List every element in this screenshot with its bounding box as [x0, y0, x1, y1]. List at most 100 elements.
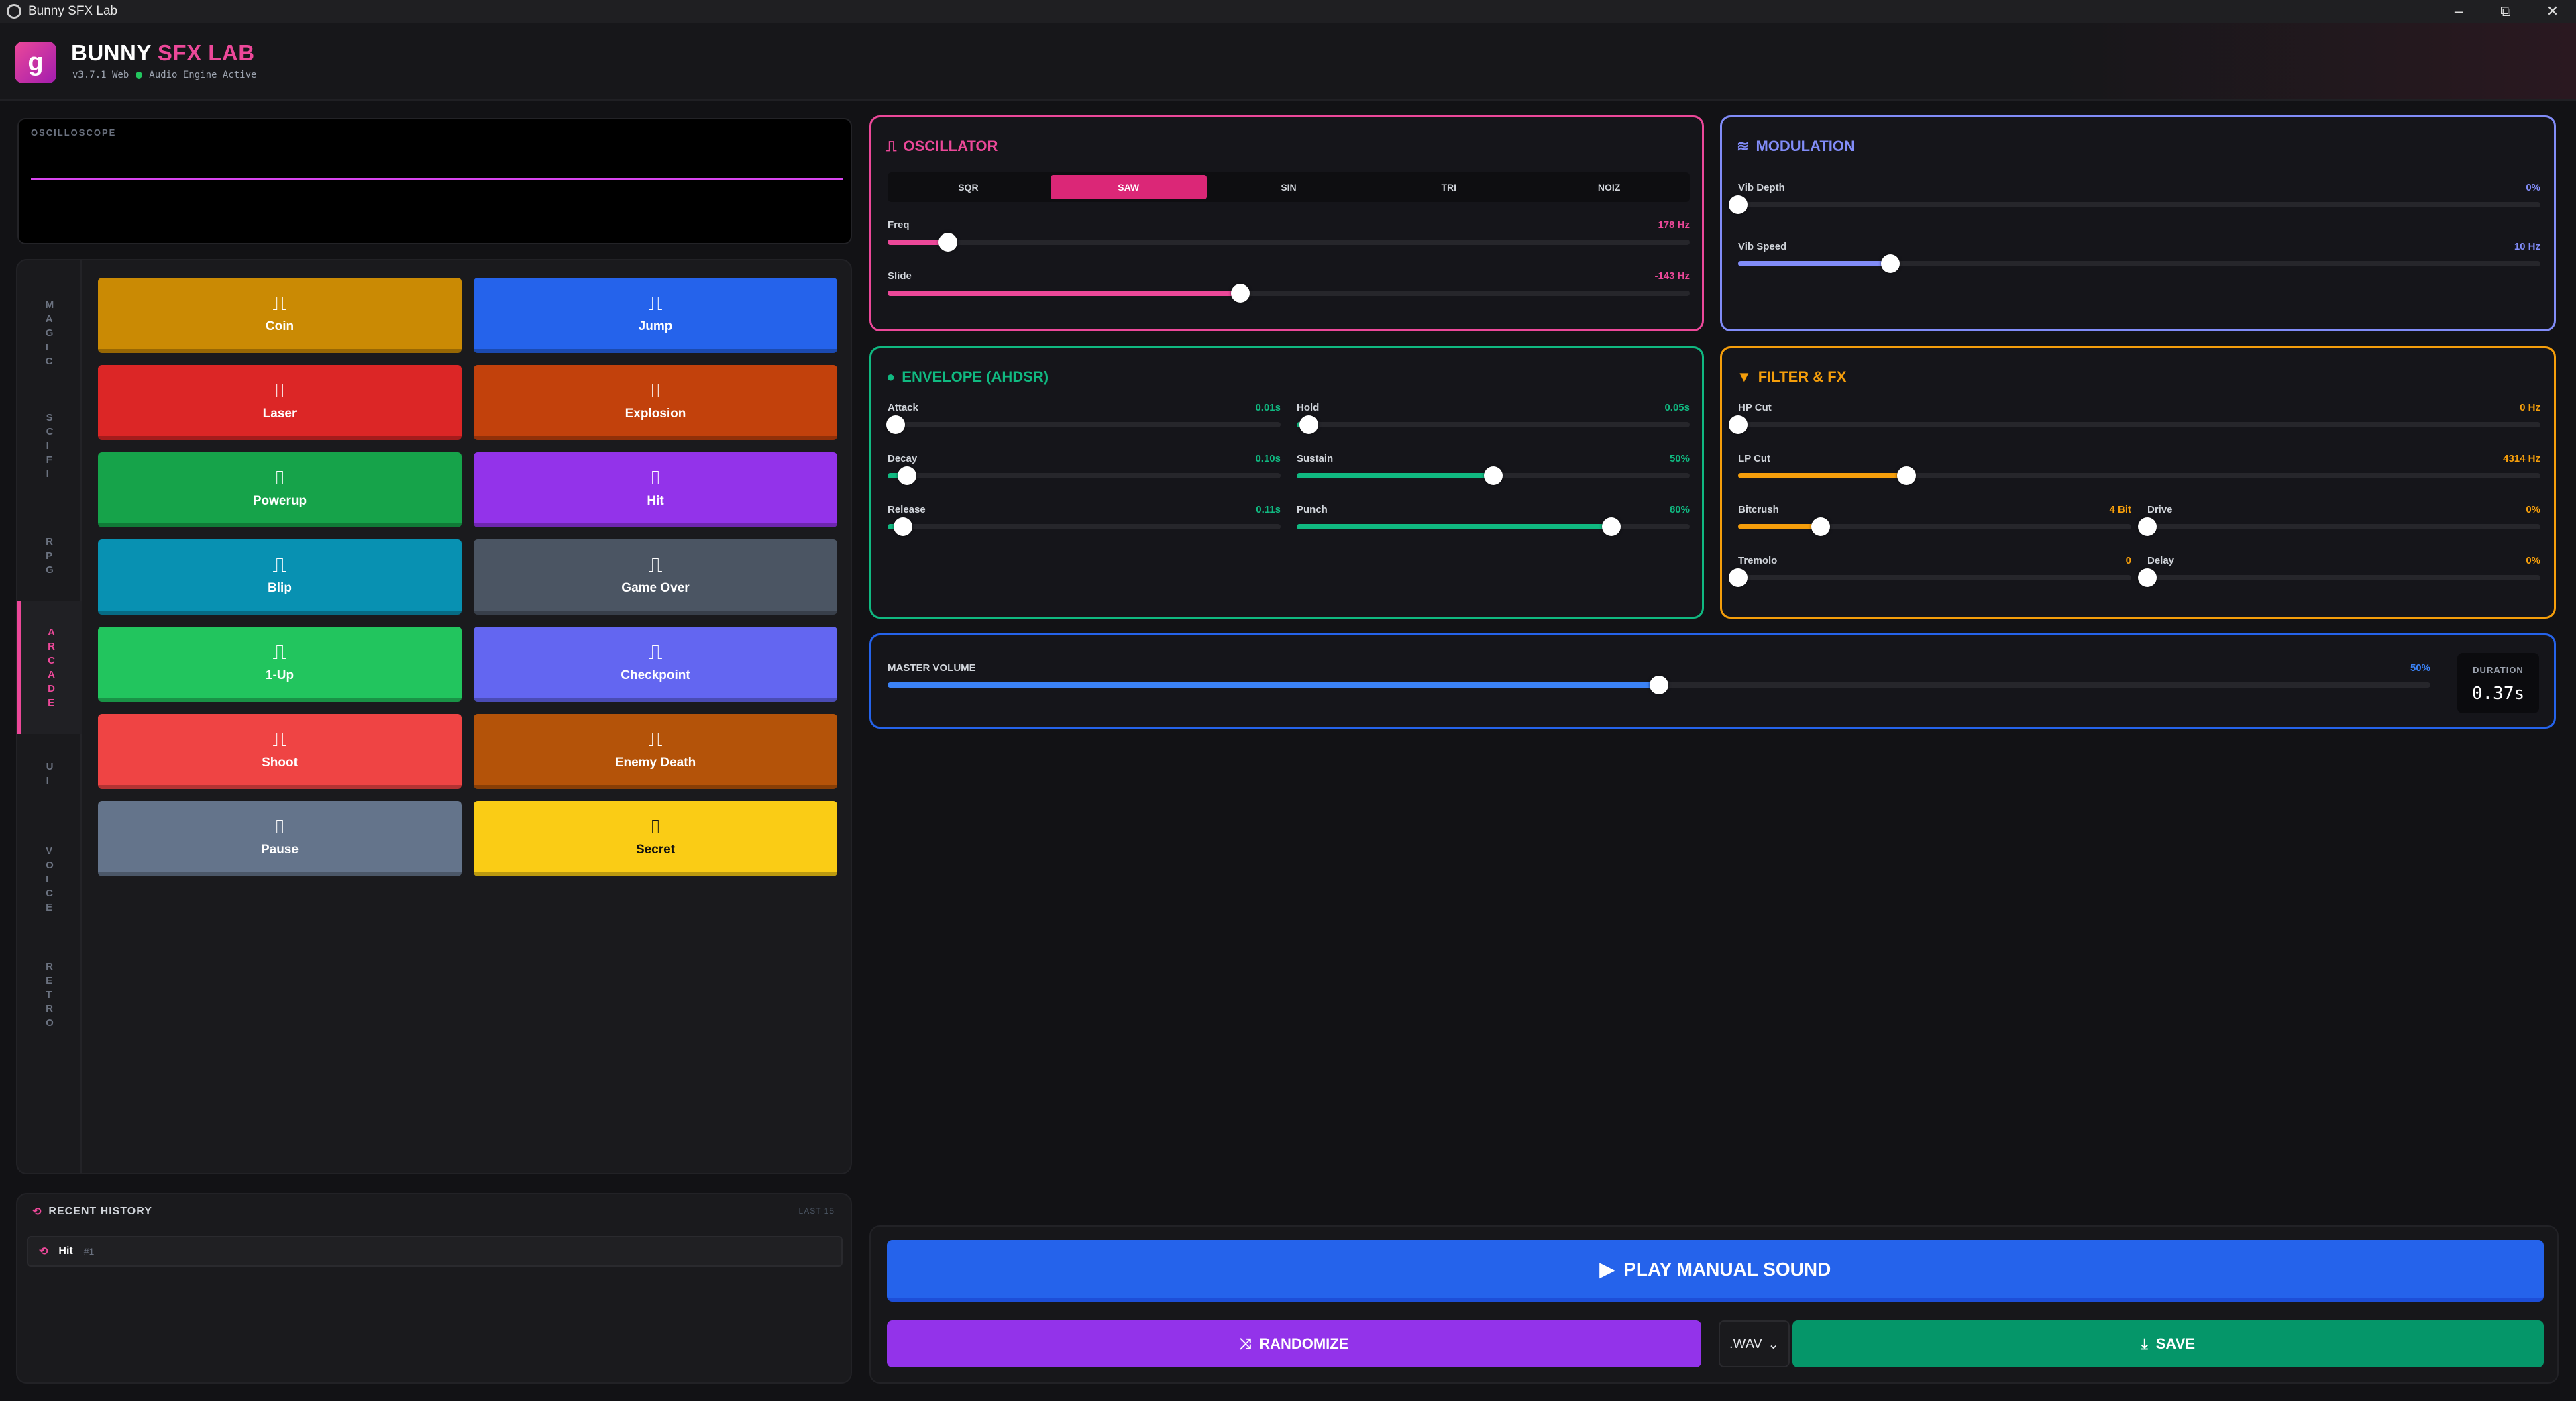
slider-knob[interactable]	[1729, 568, 1748, 587]
preset-label: Enemy Death	[614, 756, 696, 770]
preset-label: Game Over	[621, 581, 690, 595]
slider-knob[interactable]	[1484, 466, 1503, 485]
waveform-option-saw[interactable]: SAW	[1050, 175, 1207, 199]
preset-button-shoot[interactable]: ⎍ Shoot	[98, 714, 462, 789]
slider-track[interactable]	[1297, 415, 1690, 434]
brand-main: BUNNY	[71, 40, 152, 65]
slider-track[interactable]	[1729, 415, 2540, 434]
slider-knob[interactable]	[938, 233, 957, 252]
slider-value: -143 Hz	[1654, 270, 1690, 282]
category-tab-voice[interactable]: V O I C E	[46, 845, 54, 913]
category-rail: M A G I C S C I F I R P G A R C A D E U I V O…	[17, 260, 82, 1173]
format-select[interactable]: .WAV ⌄	[1719, 1320, 1790, 1367]
slider-knob[interactable]	[894, 517, 913, 536]
slider-knob[interactable]	[1729, 195, 1748, 214]
slider-track[interactable]	[888, 233, 1690, 252]
preset-button-pause[interactable]: ⎍ Pause	[98, 801, 462, 876]
play-sound-button[interactable]: ▶ PLAY MANUAL SOUND	[887, 1240, 2544, 1302]
preset-button-enemy-death[interactable]: ⎍ Enemy Death	[474, 714, 837, 789]
slider-track[interactable]	[1729, 568, 2131, 587]
waveform-icon: ⎍	[272, 293, 287, 315]
slider-track[interactable]	[2138, 568, 2540, 587]
waveform-option-sqr[interactable]: SQR	[958, 182, 979, 193]
preset-button-blip[interactable]: ⎍ Blip	[98, 539, 462, 615]
waveform-option-sin[interactable]: SIN	[1281, 182, 1297, 193]
preset-button-1-up[interactable]: ⎍ 1-Up	[98, 627, 462, 702]
history-icon: ⟲	[32, 1206, 42, 1218]
randomize-button[interactable]: ⤨ RANDOMIZE	[887, 1320, 1701, 1367]
slider-label: Slide	[888, 270, 912, 282]
minimize-button[interactable]: –	[2454, 3, 2463, 19]
slider-knob[interactable]	[1897, 466, 1917, 485]
oscilloscope-waveform	[31, 178, 843, 180]
restore-button[interactable]: ⧉	[2500, 3, 2511, 19]
preset-button-secret[interactable]: ⎍ Secret	[474, 801, 837, 876]
slider-knob[interactable]	[885, 415, 905, 434]
preset-button-laser[interactable]: ⎍ Laser	[98, 365, 462, 440]
app-logo: g	[15, 42, 56, 83]
close-button[interactable]: ✕	[2546, 3, 2559, 19]
slider-track[interactable]	[885, 415, 1281, 434]
slider-track[interactable]	[888, 284, 1690, 303]
slider-knob[interactable]	[1811, 517, 1831, 536]
slider-knob[interactable]	[2138, 568, 2157, 587]
preset-button-jump[interactable]: ⎍ Jump	[474, 278, 837, 353]
preset-panel: M A G I C S C I F I R P G A R C A D E U I V O…	[16, 259, 852, 1174]
waveform-icon: ⎍	[648, 816, 663, 838]
category-tab-magic[interactable]: M A G I C	[45, 299, 54, 367]
save-button[interactable]: ⤓ SAVE	[1792, 1320, 2544, 1367]
slider-knob[interactable]	[1299, 415, 1318, 434]
save-label: SAVE	[2155, 1335, 2195, 1352]
history-item[interactable]: ⟲ Hit #1	[27, 1236, 843, 1267]
preset-button-checkpoint[interactable]: ⎍ Checkpoint	[474, 627, 837, 702]
slider-knob[interactable]	[1729, 415, 1748, 434]
slider-track[interactable]	[888, 466, 1281, 485]
slider-track[interactable]	[1738, 517, 2131, 536]
slider-knob[interactable]	[2138, 517, 2157, 536]
slider-label: Sustain	[1297, 453, 1334, 464]
app-subline: v3.7.1 Web Audio Engine Active	[72, 70, 256, 81]
waveform-option-noiz[interactable]: NOIZ	[1597, 182, 1621, 193]
app-icon	[7, 4, 21, 19]
randomize-label: RANDOMIZE	[1259, 1335, 1349, 1352]
slider-track[interactable]	[1738, 254, 2540, 273]
slider-track[interactable]	[888, 517, 1281, 536]
waveform-icon: ⎍	[648, 554, 663, 576]
slider-knob[interactable]	[898, 466, 917, 485]
action-panel: ▶ PLAY MANUAL SOUND ⤨ RANDOMIZE .WAV ⌄ ⤓…	[869, 1225, 2559, 1384]
slider-value: 0.10s	[1255, 453, 1281, 464]
slider-track[interactable]	[2138, 517, 2540, 536]
status-dot-icon	[136, 72, 143, 79]
slider-knob[interactable]	[1881, 254, 1900, 273]
slider-value: 0%	[2526, 504, 2540, 515]
waveform-icon: ⎍	[272, 641, 287, 664]
category-tab-ui[interactable]: U I	[46, 761, 54, 786]
preset-button-hit[interactable]: ⎍ Hit	[474, 452, 837, 527]
slider-fill	[1738, 261, 1891, 266]
category-tab-retro[interactable]: R E T R O	[46, 960, 54, 1029]
slider-knob[interactable]	[1231, 284, 1250, 303]
slider-track[interactable]	[1297, 466, 1690, 485]
slider-track[interactable]	[1297, 517, 1690, 536]
preset-button-coin[interactable]: ⎍ Coin	[98, 278, 462, 353]
slider-track[interactable]	[1738, 466, 2540, 485]
category-tab-arcade[interactable]: A R C A D E	[17, 601, 82, 734]
slider-knob[interactable]	[1650, 676, 1668, 694]
preset-button-powerup[interactable]: ⎍ Powerup	[98, 452, 462, 527]
waveform-option-tri[interactable]: TRI	[1441, 182, 1457, 193]
category-tab-scifi[interactable]: S C I F I	[46, 411, 54, 480]
category-tab-rpg[interactable]: R P G	[46, 535, 54, 576]
preset-button-explosion[interactable]: ⎍ Explosion	[474, 365, 837, 440]
slider-track[interactable]	[888, 676, 2430, 694]
slider-fill	[1738, 524, 1821, 529]
history-title: RECENT HISTORY	[48, 1206, 152, 1217]
preset-button-game-over[interactable]: ⎍ Game Over	[474, 539, 837, 615]
slider-value: 4314 Hz	[2503, 453, 2540, 464]
slider-track[interactable]	[1729, 195, 2540, 214]
slider-knob[interactable]	[1601, 517, 1621, 536]
slider-value: 0.01s	[1255, 402, 1281, 413]
slider-label: Vib Speed	[1738, 241, 1787, 252]
filter-fx-panel: ▼ FILTER & FX HP Cut 0 Hz LP Cut 4314 Hz Bit…	[1720, 346, 2556, 619]
slider-value: 0	[2125, 555, 2131, 566]
recent-history-panel: ⟲ RECENT HISTORY LAST 15 ⟲ Hit #1	[16, 1193, 852, 1384]
